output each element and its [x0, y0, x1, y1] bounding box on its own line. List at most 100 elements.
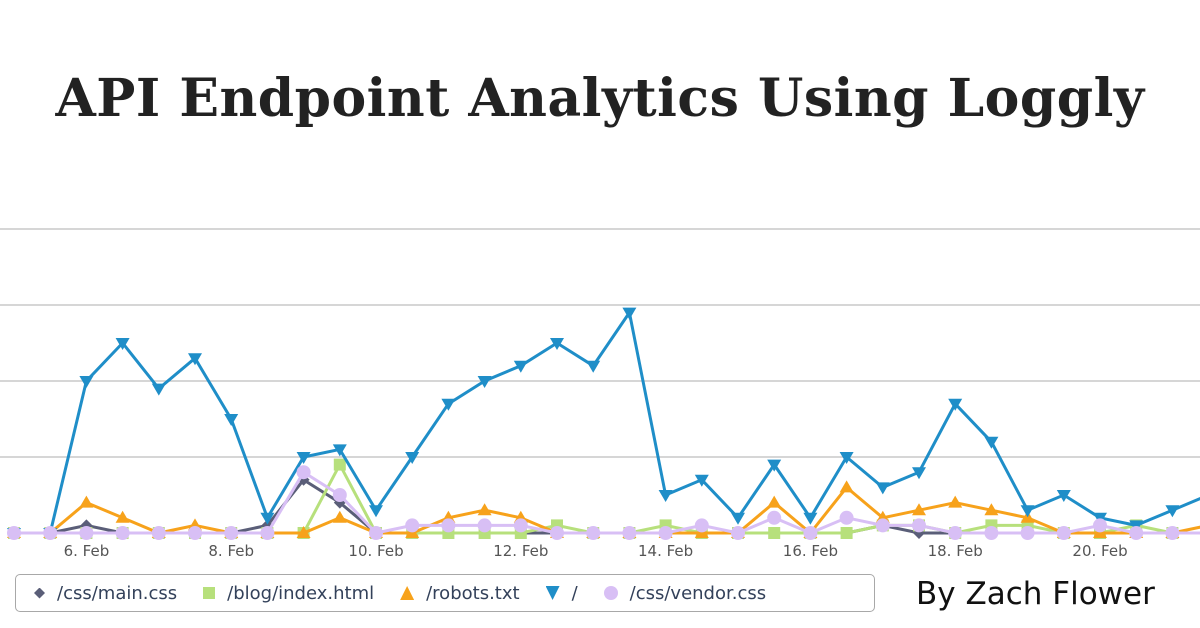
triangle-down-marker [767, 459, 782, 472]
circle-marker [694, 518, 709, 533]
legend-item[interactable]: /css/main.css [34, 583, 177, 604]
triangle-marker [115, 510, 130, 523]
triangle-down-marker [115, 338, 130, 350]
triangle-down-marker [151, 383, 166, 396]
circle-marker [43, 526, 58, 540]
circle-marker [115, 526, 130, 540]
triangle-marker [948, 495, 963, 508]
triangle-down-marker [839, 452, 854, 464]
circle-marker [7, 526, 21, 540]
legend-label: / [571, 582, 578, 604]
legend-item[interactable]: / [545, 582, 578, 604]
circle-marker [332, 488, 347, 502]
gridlines [0, 228, 1200, 458]
triangle-down-marker [513, 360, 528, 373]
triangle-down-marker [694, 474, 709, 487]
circle-marker [550, 526, 564, 540]
triangle-down-marker [875, 482, 890, 495]
legend-item[interactable]: /blog/index.html [203, 583, 374, 604]
page-title: API Endpoint Analytics Using Loggly [55, 68, 1145, 129]
triangle-down-marker [441, 398, 456, 411]
circle-marker [731, 526, 745, 540]
x-tick-label: 12. Feb [493, 542, 548, 560]
triangle-down-marker [296, 452, 311, 464]
triangle-down-marker [586, 360, 601, 373]
circle-marker [296, 465, 311, 480]
legend-item[interactable]: /css/vendor.css [603, 582, 767, 604]
triangle-down-marker [1056, 490, 1071, 502]
x-tick-label: 20. Feb [1072, 542, 1127, 560]
square-marker [333, 458, 346, 471]
series-robots-txt [7, 480, 1200, 538]
series-line [14, 470, 1200, 535]
triangle-down-marker [622, 307, 637, 320]
circle-marker [224, 526, 239, 540]
triangle-down-icon [545, 586, 560, 600]
series-group [7, 307, 1200, 540]
author-byline: By Zach Flower [916, 576, 1155, 612]
circle-marker [984, 526, 999, 540]
circle-icon [603, 586, 618, 600]
circle-marker [658, 526, 673, 540]
legend-item[interactable]: /robots.txt [400, 582, 520, 604]
circle-marker [477, 518, 492, 533]
x-tick-label: 10. Feb [348, 542, 403, 560]
circle-marker [839, 510, 854, 525]
triangle-down-marker [477, 376, 492, 388]
circle-marker [1129, 526, 1144, 540]
chart-legend: /css/main.css/blog/index.html/robots.txt… [15, 574, 875, 612]
triangle-down-marker [912, 467, 926, 480]
circle-marker [260, 526, 275, 540]
triangle-down-marker [224, 414, 239, 426]
triangle-icon [400, 586, 415, 600]
series-css-vendor-css [7, 465, 1200, 540]
triangle-down-marker [332, 444, 347, 457]
circle-marker [1165, 526, 1180, 540]
circle-marker [405, 518, 420, 533]
triangle-down-marker [731, 512, 745, 525]
triangle-down-marker [948, 398, 963, 411]
circle-marker [875, 518, 890, 533]
circle-marker [188, 526, 202, 540]
diamond-icon [34, 587, 45, 599]
triangle-down-marker [658, 490, 673, 502]
triangle-marker [332, 510, 347, 523]
x-tick-label: 6. Feb [64, 542, 110, 560]
circle-marker [767, 510, 782, 525]
triangle-marker [477, 503, 492, 516]
square-marker [840, 527, 853, 539]
circle-marker [369, 526, 383, 540]
circle-marker [513, 518, 528, 533]
triangle-down-marker [79, 376, 94, 388]
legend-label: /robots.txt [426, 582, 520, 604]
x-tick-label: 8. Feb [208, 542, 254, 560]
triangle-marker [912, 503, 926, 516]
circle-marker [1020, 526, 1035, 540]
x-tick-label: 18. Feb [928, 542, 983, 560]
circle-marker [912, 518, 926, 533]
circle-marker [586, 526, 601, 540]
circle-marker [948, 526, 963, 540]
series- [7, 307, 1200, 540]
x-tick-label: 16. Feb [783, 542, 838, 560]
triangle-down-marker [405, 452, 420, 464]
triangle-down-marker [1020, 505, 1035, 518]
circle-marker [1093, 518, 1107, 533]
triangle-marker [984, 503, 999, 516]
triangle-down-marker [188, 353, 202, 366]
triangle-marker [79, 495, 94, 508]
circle-marker [803, 526, 818, 540]
triangle-down-marker [260, 512, 275, 525]
square-icon [203, 587, 216, 599]
legend-label: /css/vendor.css [629, 582, 767, 604]
triangle-marker [296, 526, 311, 538]
series-line [14, 308, 1200, 535]
circle-marker [1056, 526, 1071, 540]
legend-label: /blog/index.html [227, 582, 375, 604]
legend-label: /css/main.css [57, 582, 178, 604]
circle-marker [441, 518, 456, 533]
circle-marker [151, 526, 166, 540]
x-axis-ticks: 6. Feb 8. Feb 10. Feb 12. Feb 14. Feb 16. Feb… [64, 542, 1128, 560]
triangle-down-marker [984, 436, 999, 449]
